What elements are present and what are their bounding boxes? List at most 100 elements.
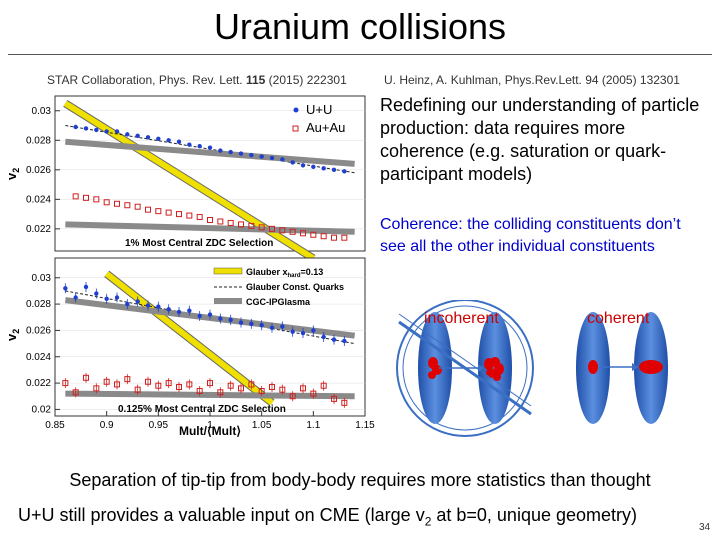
x-tick-label: 0.95 xyxy=(149,420,169,431)
data-point-uu xyxy=(228,149,233,155)
coherent-parton-right xyxy=(639,360,663,374)
data-point-uu xyxy=(342,169,347,174)
data-point-uu xyxy=(94,127,99,133)
data-point-uu xyxy=(83,284,89,290)
data-point-auau xyxy=(176,384,182,391)
data-point-auau xyxy=(124,376,131,383)
data-point-uu xyxy=(207,145,213,150)
data-point-uu xyxy=(187,308,192,313)
model-curve xyxy=(104,271,274,406)
data-point-auau xyxy=(93,385,100,392)
data-point-uu xyxy=(176,309,182,315)
y-tick-label: 0.024 xyxy=(26,194,51,205)
data-point-auau xyxy=(258,387,265,394)
data-point-auau xyxy=(258,224,265,231)
annotation-bottom: 0.125% Most Central ZDC Selection xyxy=(118,404,286,415)
data-point-auau xyxy=(341,399,348,406)
label-incoherent: incoherent xyxy=(424,310,499,327)
label-coherent: coherent xyxy=(587,310,650,327)
data-point-auau xyxy=(103,199,110,206)
data-point-uu xyxy=(166,138,171,143)
data-point-auau xyxy=(217,389,224,396)
citation-star-volume: 115 xyxy=(245,73,266,87)
legend-label-cq: Glauber Const. Quarks xyxy=(246,282,344,292)
data-point-uu xyxy=(259,154,264,159)
data-point-uu xyxy=(197,143,202,149)
data-point-uu xyxy=(125,132,130,137)
data-point-uu xyxy=(238,320,244,325)
data-point-auau xyxy=(176,211,182,218)
plot-panel-top: 0.03 0.028 0.026 0.024 0.022 v2 U+U Au+Au 1%… xyxy=(4,95,366,262)
data-point-uu xyxy=(311,328,316,333)
y-axis-label-top: v2 xyxy=(4,168,21,180)
legend-label-cgc: CGC-IPGlasma xyxy=(246,297,311,307)
data-point-auau xyxy=(207,380,213,387)
data-point-uu xyxy=(280,324,285,329)
legend-label-auau: Au+Au xyxy=(306,120,345,135)
data-point-auau xyxy=(248,381,255,388)
data-point-auau xyxy=(186,212,193,219)
data-point-uu xyxy=(300,163,306,168)
data-point-uu xyxy=(207,312,213,317)
data-point-auau xyxy=(217,218,224,225)
data-point-uu xyxy=(331,337,337,342)
data-point-auau xyxy=(320,382,327,389)
bottom-line-cme-post: at b=0, unique geometry) xyxy=(431,505,638,525)
data-point-uu xyxy=(104,296,109,302)
y-axis-label-bottom: v2 xyxy=(4,329,21,341)
incoherent-inner-ring xyxy=(402,305,528,431)
data-point-auau xyxy=(165,380,172,387)
data-point-uu xyxy=(269,155,275,161)
data-point-uu xyxy=(228,317,233,323)
data-point-uu xyxy=(218,148,223,153)
data-point-auau xyxy=(145,206,151,213)
data-point-uu xyxy=(249,152,254,158)
data-point-auau xyxy=(124,202,131,209)
slide-title: Uranium collisions xyxy=(213,6,507,47)
model-curve xyxy=(65,138,355,167)
data-point-uu xyxy=(290,160,295,165)
data-point-auau xyxy=(145,378,151,385)
data-point-uu xyxy=(176,139,182,144)
data-point-uu xyxy=(135,133,140,139)
data-point-auau xyxy=(155,208,162,215)
data-point-auau xyxy=(134,386,141,393)
data-point-auau xyxy=(196,214,203,221)
data-point-auau xyxy=(196,387,203,394)
data-point-uu xyxy=(280,157,285,162)
data-point-auau xyxy=(165,209,172,216)
data-point-uu xyxy=(331,167,337,173)
data-point-auau xyxy=(238,221,244,228)
title-divider xyxy=(8,54,712,55)
legend-marker-auau xyxy=(292,125,299,132)
data-point-uu xyxy=(156,304,161,309)
data-point-auau xyxy=(83,374,89,381)
data-point-auau xyxy=(300,230,306,237)
data-point-auau xyxy=(279,227,286,234)
data-point-auau xyxy=(310,390,317,397)
coherent-parton-left xyxy=(588,360,598,374)
data-point-auau xyxy=(207,217,213,223)
x-tick-label: 1.05 xyxy=(252,420,272,431)
legend-bottom: Glauber xhard=0.13 Glauber Const. Quarks… xyxy=(213,267,344,307)
incoherent-diagram xyxy=(396,300,534,437)
data-point-uu xyxy=(63,286,68,291)
x-tick-label: 1.1 xyxy=(306,420,320,431)
y-tick-label: 0.028 xyxy=(26,135,51,146)
data-point-auau xyxy=(238,385,244,392)
coherent-arrow-head xyxy=(632,363,639,371)
y-tick-label: 0.022 xyxy=(26,224,51,235)
x-tick-label: 0.9 xyxy=(100,420,114,431)
coherent-diagram xyxy=(576,312,668,424)
data-point-auau xyxy=(320,233,327,240)
coherence-diagram xyxy=(396,300,668,437)
y-tick-label: 0.03 xyxy=(32,106,52,117)
y-tick-label: 0.03 xyxy=(32,273,52,284)
data-point-auau xyxy=(289,393,296,400)
x-tick-label: 1.15 xyxy=(355,420,375,431)
data-point-auau xyxy=(155,382,162,389)
data-point-auau xyxy=(310,231,317,238)
data-point-uu xyxy=(238,151,244,156)
data-point-uu xyxy=(269,325,275,330)
data-point-uu xyxy=(145,135,151,140)
